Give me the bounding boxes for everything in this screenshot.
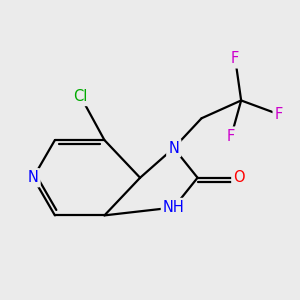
Text: Cl: Cl [74, 89, 88, 104]
Text: F: F [231, 51, 239, 66]
Text: F: F [227, 129, 236, 144]
Text: N: N [28, 170, 38, 185]
Text: NH: NH [163, 200, 185, 215]
Text: O: O [233, 170, 245, 185]
Text: N: N [168, 140, 179, 155]
Text: F: F [275, 107, 283, 122]
